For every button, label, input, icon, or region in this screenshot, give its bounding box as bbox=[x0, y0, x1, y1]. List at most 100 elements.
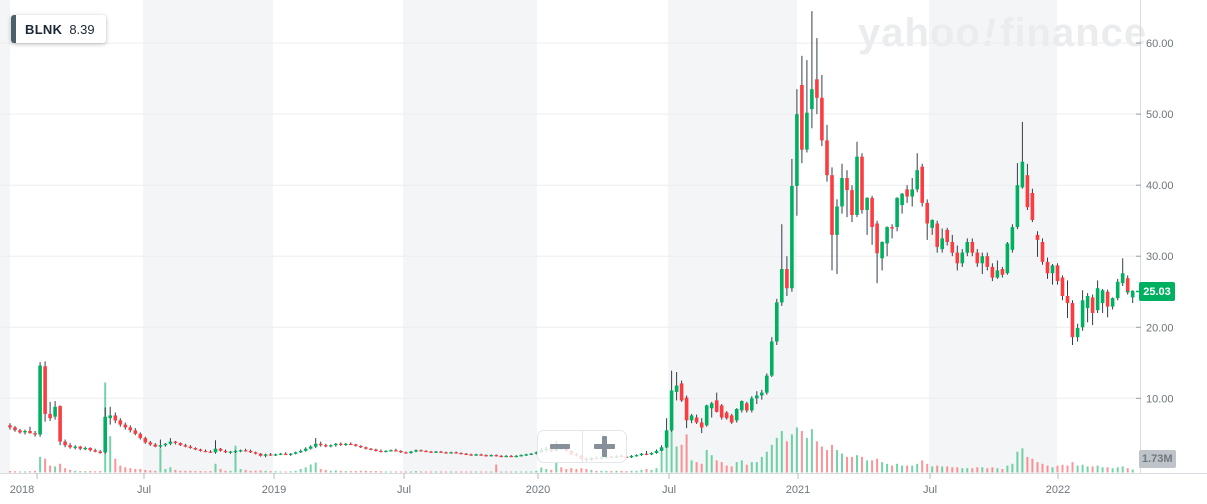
volume-bar bbox=[470, 471, 473, 473]
volume-bar bbox=[550, 469, 553, 473]
volume-bar bbox=[194, 471, 197, 473]
candle bbox=[925, 199, 929, 240]
volume-bar bbox=[1026, 456, 1029, 473]
zoom-control bbox=[537, 430, 627, 463]
candle bbox=[820, 75, 824, 147]
price-axis-label: 30.00 bbox=[1146, 251, 1174, 263]
volume-bar bbox=[389, 471, 392, 473]
volume-bar bbox=[831, 444, 833, 473]
candle bbox=[53, 401, 57, 420]
candle bbox=[133, 428, 138, 436]
candle bbox=[128, 425, 133, 433]
volume-bar bbox=[1046, 465, 1049, 473]
volume-bar bbox=[44, 458, 47, 473]
volume-bar bbox=[374, 471, 377, 473]
candle bbox=[935, 220, 939, 253]
volume-bar bbox=[79, 471, 82, 473]
volume-bar bbox=[520, 471, 523, 473]
volume-bar bbox=[650, 469, 653, 473]
volume-bar bbox=[600, 470, 603, 473]
volume-bar bbox=[620, 470, 623, 473]
volume-bar bbox=[921, 460, 924, 473]
volume-bar bbox=[460, 471, 463, 473]
volume-bar bbox=[9, 471, 11, 473]
candle bbox=[18, 428, 22, 434]
candle bbox=[188, 445, 193, 449]
candle bbox=[940, 228, 944, 253]
candle bbox=[143, 436, 148, 444]
volume-bar bbox=[986, 468, 989, 473]
volume-bar bbox=[710, 455, 713, 473]
volume-bar bbox=[304, 467, 307, 473]
candle bbox=[394, 448, 398, 452]
candle bbox=[449, 451, 453, 454]
volume-bar bbox=[440, 471, 442, 473]
candle bbox=[765, 373, 769, 395]
candle bbox=[915, 153, 919, 193]
volume-bar bbox=[239, 469, 242, 473]
candle bbox=[659, 445, 664, 452]
chart-plot-area[interactable] bbox=[0, 0, 1140, 473]
volume-bar bbox=[189, 470, 192, 473]
candle bbox=[634, 454, 639, 457]
volume-bar bbox=[1121, 466, 1124, 473]
volume-bar bbox=[244, 469, 247, 473]
candle bbox=[108, 406, 112, 425]
volume-bar bbox=[234, 445, 237, 473]
volume-bar bbox=[820, 446, 823, 473]
volume-bar bbox=[139, 469, 142, 473]
axis-labels: 60.00 50.00 40.00 30.00 20.00 10.00 2018 Jul 201… bbox=[10, 38, 1174, 496]
volume-bar bbox=[425, 471, 427, 473]
volume-bar bbox=[430, 471, 432, 473]
volume-bar bbox=[705, 450, 708, 473]
volume-bar bbox=[435, 471, 437, 473]
candle bbox=[699, 418, 704, 434]
candle bbox=[910, 178, 914, 207]
volume-bar bbox=[856, 455, 858, 473]
candle bbox=[785, 256, 789, 296]
volume-bar bbox=[896, 463, 899, 473]
candle bbox=[835, 199, 839, 274]
candle bbox=[775, 298, 779, 345]
volume-bar bbox=[249, 470, 252, 473]
volume-bar bbox=[404, 471, 407, 473]
volume-bar bbox=[34, 470, 37, 473]
volume-bar bbox=[214, 463, 217, 473]
candle bbox=[1105, 289, 1110, 318]
volume-bar bbox=[605, 470, 608, 473]
volume-bar bbox=[169, 467, 172, 473]
candle bbox=[278, 453, 283, 456]
volume-bar bbox=[379, 471, 382, 473]
volume-bar bbox=[635, 470, 638, 473]
volume-bar bbox=[570, 468, 573, 473]
candle bbox=[724, 411, 729, 420]
candle bbox=[830, 167, 834, 271]
yahoo-finance-watermark: yahoo!finance bbox=[858, 11, 1147, 55]
current-price-badge: 25.03 bbox=[1139, 282, 1175, 301]
zoom-in-button[interactable] bbox=[581, 431, 627, 462]
candle bbox=[349, 442, 353, 446]
volume-bar bbox=[981, 467, 984, 473]
candle bbox=[995, 260, 1000, 279]
volume-bar bbox=[204, 471, 207, 473]
volume-bar bbox=[660, 451, 663, 473]
time-axis-label: 2019 bbox=[262, 484, 286, 496]
volume-bar bbox=[891, 465, 894, 473]
volume-bar bbox=[1006, 465, 1009, 473]
volume-bar bbox=[720, 462, 723, 473]
volume-bar bbox=[445, 471, 447, 473]
volume-bar bbox=[89, 471, 92, 473]
zoom-out-button[interactable] bbox=[538, 431, 582, 462]
candle bbox=[1015, 163, 1020, 230]
volume-bar bbox=[420, 471, 422, 473]
candle bbox=[945, 227, 949, 246]
volume-bar bbox=[680, 444, 683, 473]
volume-bar bbox=[64, 468, 67, 473]
candle bbox=[674, 372, 679, 401]
candle bbox=[1000, 266, 1005, 278]
volume-bar bbox=[936, 465, 939, 473]
volume-bar bbox=[199, 471, 202, 473]
volume-bar bbox=[545, 469, 548, 473]
candle bbox=[8, 423, 12, 430]
